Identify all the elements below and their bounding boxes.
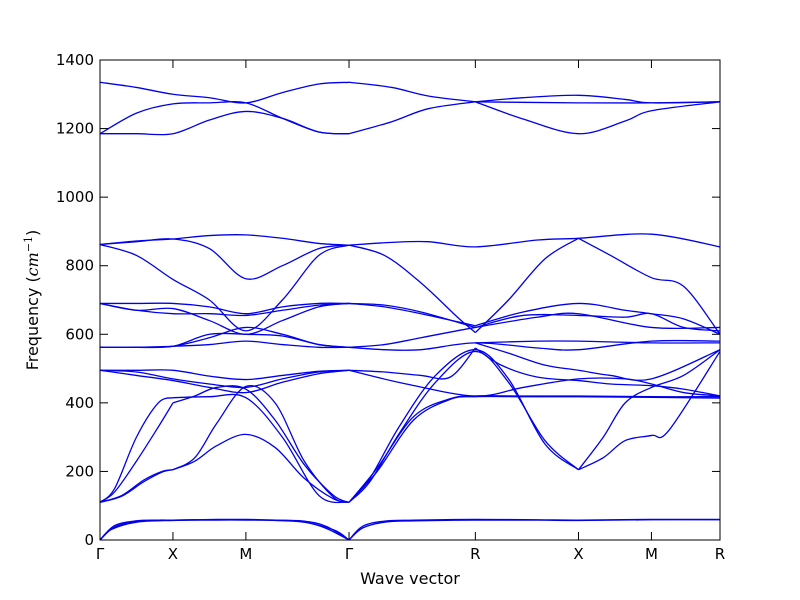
band-line-36 xyxy=(348,302,476,329)
x-tick-label-5: X xyxy=(573,545,583,563)
band-line-17 xyxy=(348,395,721,503)
y-tick-label-2: 400 xyxy=(65,394,94,412)
band-line-6 xyxy=(172,393,350,504)
band-line-27 xyxy=(99,326,350,349)
band-line-26 xyxy=(99,340,350,349)
y-axis-label-main: Frequency ( xyxy=(23,276,42,370)
band-line-13 xyxy=(348,349,579,503)
y-tick-label-1: 200 xyxy=(65,462,94,480)
y-tick-label-7: 1400 xyxy=(56,51,94,69)
band-line-14 xyxy=(348,350,579,503)
band-line-39 xyxy=(99,234,350,246)
band-line-44 xyxy=(474,237,579,334)
band-line-11 xyxy=(99,402,174,503)
band-line-48 xyxy=(99,110,350,136)
band-line-32 xyxy=(100,302,350,315)
band-line-49 xyxy=(348,81,476,103)
band-line-37 xyxy=(475,302,721,335)
band-line-15 xyxy=(577,349,721,471)
band-line-8 xyxy=(172,384,350,503)
x-tick-label-3: Γ xyxy=(345,545,354,563)
band-line-53 xyxy=(475,101,721,104)
band-line-45 xyxy=(578,237,721,335)
band-line-23 xyxy=(348,369,721,397)
band-line-42 xyxy=(348,233,721,248)
y-tick-label-3: 600 xyxy=(65,325,94,343)
x-tick-label-6: M xyxy=(645,545,658,563)
y-axis-label-exp: −1 xyxy=(22,236,35,252)
band-line-12 xyxy=(172,385,350,503)
band-line-19 xyxy=(99,369,350,389)
plot-frame xyxy=(99,59,721,541)
band-line-9 xyxy=(99,469,174,503)
band-line-25 xyxy=(475,342,721,381)
band-line-43 xyxy=(348,244,476,334)
band-line-20 xyxy=(100,369,350,381)
band-line-5 xyxy=(99,397,174,503)
band-line-24 xyxy=(474,347,721,397)
band-line-50 xyxy=(348,101,476,135)
band-line-2 xyxy=(99,519,350,541)
band-line-21 xyxy=(99,369,350,394)
y-tick-label-5: 1000 xyxy=(56,188,94,206)
x-tick-label-2: M xyxy=(239,545,252,563)
y-axis-ticks: 0 200 400 600 800 1000 1200 1400 xyxy=(56,51,720,549)
band-line-3 xyxy=(348,518,721,541)
band-line-28 xyxy=(99,332,350,349)
x-tick-label-4: R xyxy=(470,545,480,563)
band-line-46 xyxy=(99,81,350,104)
x-tick-label-0: Γ xyxy=(96,545,105,563)
band-line-22 xyxy=(348,347,476,380)
y-tick-label-6: 1200 xyxy=(56,120,94,138)
x-tick-label-7: R xyxy=(715,545,725,563)
band-line-40 xyxy=(99,238,350,280)
band-line-16 xyxy=(578,351,721,471)
band-line-30 xyxy=(348,312,721,348)
band-line-4 xyxy=(348,519,721,541)
phonon-bands xyxy=(99,81,721,541)
y-axis-label-close: ) xyxy=(23,230,42,236)
band-line-29 xyxy=(348,339,721,351)
band-line-38 xyxy=(475,312,721,332)
y-axis-label-unit: cm xyxy=(23,252,42,276)
band-line-47 xyxy=(99,101,350,135)
y-axis-label: Frequency (cm−1) xyxy=(22,230,42,371)
y-tick-label-4: 800 xyxy=(65,257,94,275)
band-line-34 xyxy=(99,302,350,335)
x-axis-label: Wave vector xyxy=(360,569,460,588)
x-tick-label-1: X xyxy=(168,545,178,563)
band-line-31 xyxy=(475,340,721,344)
band-line-52 xyxy=(475,101,721,135)
band-line-18 xyxy=(348,395,721,503)
y-tick-label-0: 0 xyxy=(84,531,94,549)
band-line-41 xyxy=(99,243,350,332)
band-line-10 xyxy=(172,433,350,503)
